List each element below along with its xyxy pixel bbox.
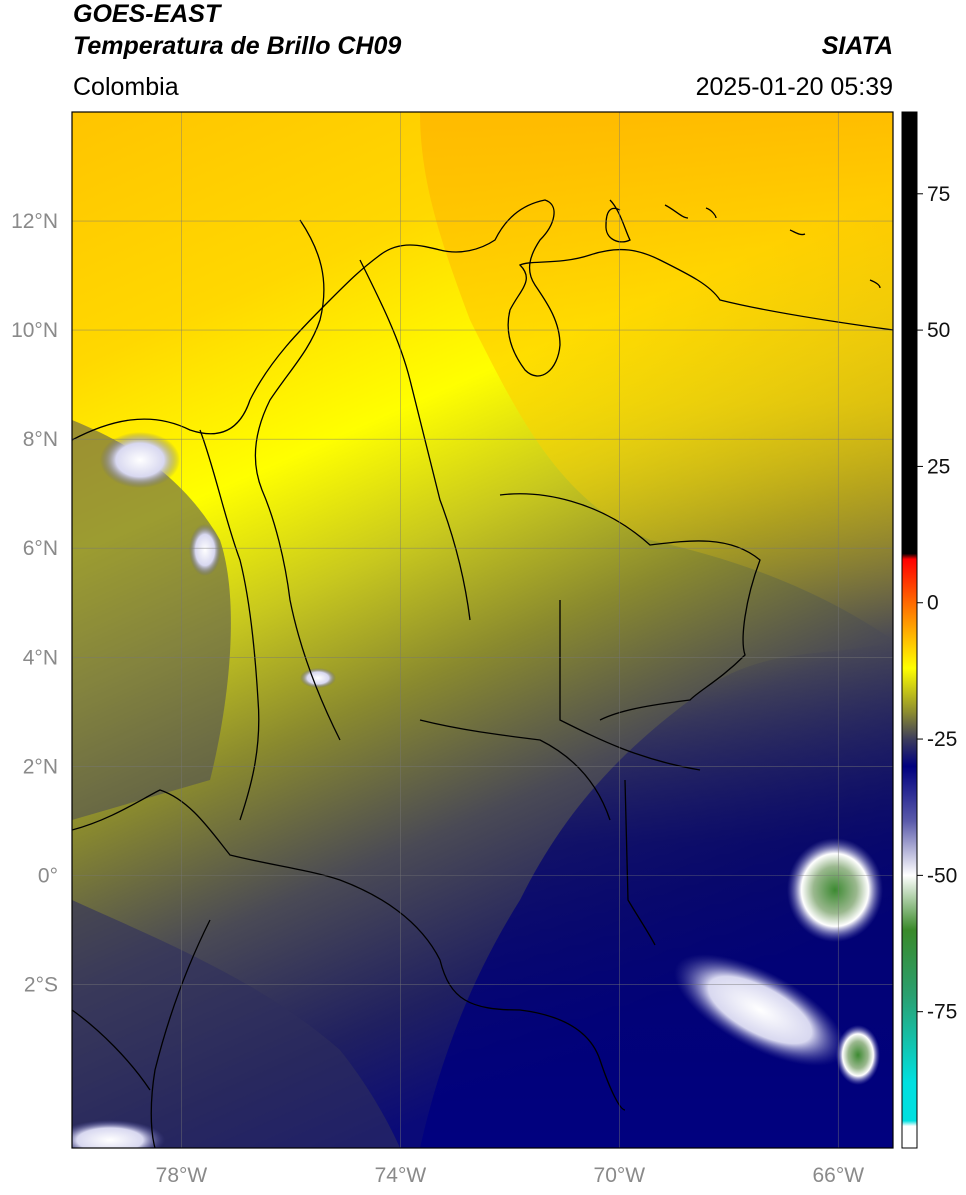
warm-east-region xyxy=(420,112,893,640)
coastlines-and-borders xyxy=(72,199,893,1148)
longitude-labels: 78°W 74°W 70°W 66°W xyxy=(156,1164,865,1187)
lat-label-1: 10°N xyxy=(11,319,58,342)
convective-cell-southeast xyxy=(674,954,846,1066)
source-label: SIATA xyxy=(821,32,893,60)
colorbar-label-3: 0 xyxy=(927,592,939,615)
colorbar-label-2: 25 xyxy=(927,455,950,478)
lat-label-0: 12°N xyxy=(11,210,58,233)
convective-cell-pacific xyxy=(100,432,180,488)
lat-label-7: 2°S xyxy=(24,973,58,996)
convective-cell-far-southeast xyxy=(836,1025,880,1085)
lat-lon-grid xyxy=(72,112,893,1148)
colorbar-label-5: -50 xyxy=(927,864,957,887)
lat-label-3: 6°N xyxy=(23,537,58,560)
southwest-dark-band xyxy=(72,900,400,1148)
region-label: Colombia xyxy=(73,73,179,101)
colorbar-label-1: 50 xyxy=(927,319,950,342)
lat-label-2: 8°N xyxy=(23,428,58,451)
lon-label-1: 74°W xyxy=(375,1164,427,1187)
lat-label-6: 0° xyxy=(38,864,58,887)
satellite-title: GOES-EAST xyxy=(73,0,221,28)
colorbar-ticks: 75 50 25 0 -25 -50 -75 xyxy=(917,183,957,1024)
west-dark-band xyxy=(72,420,231,820)
colorbar-label-6: -75 xyxy=(927,1001,957,1024)
convective-cell-southwest-corner xyxy=(72,1120,165,1148)
lat-label-4: 4°N xyxy=(23,646,58,669)
brightness-temperature-map xyxy=(72,112,893,1148)
product-title: Temperatura de Brillo CH09 xyxy=(73,32,402,60)
lat-label-5: 2°N xyxy=(23,755,58,778)
convective-cell-east xyxy=(787,838,883,942)
colorbar: 75 50 25 0 -25 -50 -75 xyxy=(901,111,957,1149)
lon-label-2: 70°W xyxy=(594,1164,646,1187)
datetime-label: 2025-01-20 05:39 xyxy=(695,73,893,101)
colorbar-label-0: 75 xyxy=(927,183,950,206)
lon-label-3: 66°W xyxy=(812,1164,864,1187)
lon-label-0: 78°W xyxy=(156,1164,208,1187)
colorbar-label-4: -25 xyxy=(927,728,957,751)
convective-cell-andes xyxy=(300,668,336,688)
colorbar-scale xyxy=(901,111,918,1149)
map-frame xyxy=(71,111,894,1149)
convective-cell-choco xyxy=(189,524,221,576)
latitude-labels: 12°N 10°N 8°N 6°N 4°N 2°N 0° 2°S xyxy=(11,210,58,996)
